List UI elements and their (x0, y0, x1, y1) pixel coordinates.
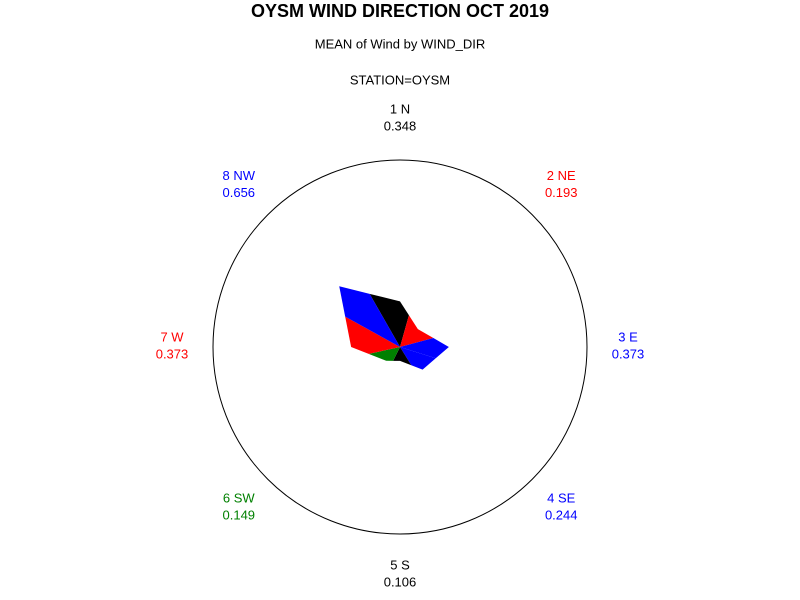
category-label: 7 W (160, 329, 184, 344)
value-label: 0.193 (545, 185, 578, 200)
category-label: 8 NW (223, 168, 256, 183)
star-slice (369, 293, 409, 347)
value-label: 0.106 (384, 574, 417, 589)
star-slice (400, 338, 449, 359)
category-label: 4 SE (547, 491, 576, 506)
category-label: 2 NE (547, 168, 576, 183)
star-slice (400, 347, 436, 370)
value-label: 0.373 (612, 346, 645, 361)
category-label: 5 S (390, 557, 410, 572)
star-slice (368, 347, 400, 361)
category-label: 6 SW (223, 491, 256, 506)
category-label: 1 N (390, 101, 410, 116)
chart-subtitle: MEAN of Wind by WIND_DIR (315, 36, 485, 51)
star-slice (393, 347, 412, 366)
outer-circle (212, 159, 588, 535)
value-label: 0.149 (223, 508, 256, 523)
star-slice (345, 316, 400, 354)
value-label: 0.244 (545, 508, 578, 523)
by-group: STATION=OYSM (350, 72, 450, 87)
value-label: 0.373 (156, 346, 189, 361)
chart-title: OYSM WIND DIRECTION OCT 2019 (251, 1, 549, 21)
star-slice (400, 315, 434, 347)
value-label: 0.656 (223, 185, 256, 200)
value-label: 0.348 (384, 118, 417, 133)
star-slice (339, 286, 400, 347)
category-label: 3 E (618, 329, 638, 344)
